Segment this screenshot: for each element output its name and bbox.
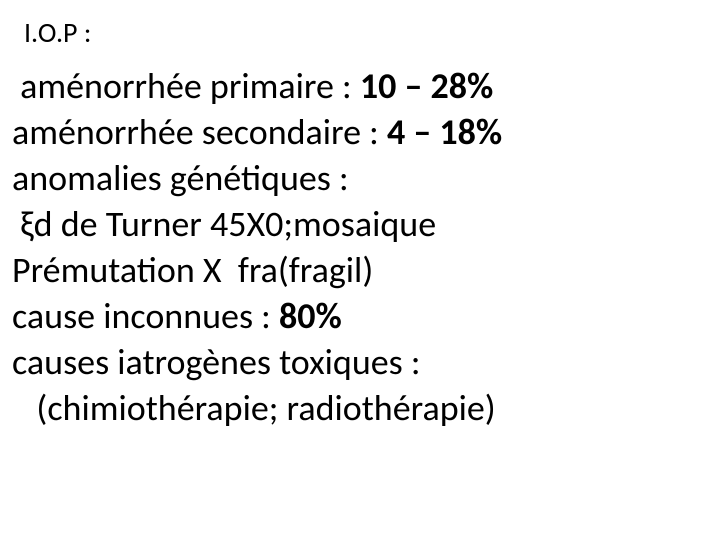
body-line-6: cause inconnues : 80% [12,293,710,339]
body-line-5: Prémutation X fra(fragil) [12,247,710,293]
body-line-2-value: 4 – 18% [387,110,502,154]
body-line-1-text: aménorrhée primaire : [12,64,360,108]
slide-body: aménorrhée primaire : 10 – 28% aménorrhé… [12,63,710,432]
body-line-3: anomalies génétiques : [12,155,710,201]
body-line-7: causes iatrogènes toxiques : [12,339,710,385]
body-line-8: (chimiothérapie; radiothérapie) [12,385,710,431]
body-line-2: aménorrhée secondaire : 4 – 18% [12,109,710,155]
body-line-4: ξd de Turner 45X0;mosaique [12,201,710,247]
body-line-2-text: aménorrhée secondaire : [12,110,387,154]
body-line-6-text: cause inconnues : [12,294,279,338]
body-line-1: aménorrhée primaire : 10 – 28% [12,63,710,109]
slide-title: I.O.P : [24,18,710,49]
body-line-6-value: 80% [279,294,342,338]
slide: I.O.P : aménorrhée primaire : 10 – 28% a… [0,0,720,540]
body-line-1-value: 10 – 28% [360,64,493,108]
